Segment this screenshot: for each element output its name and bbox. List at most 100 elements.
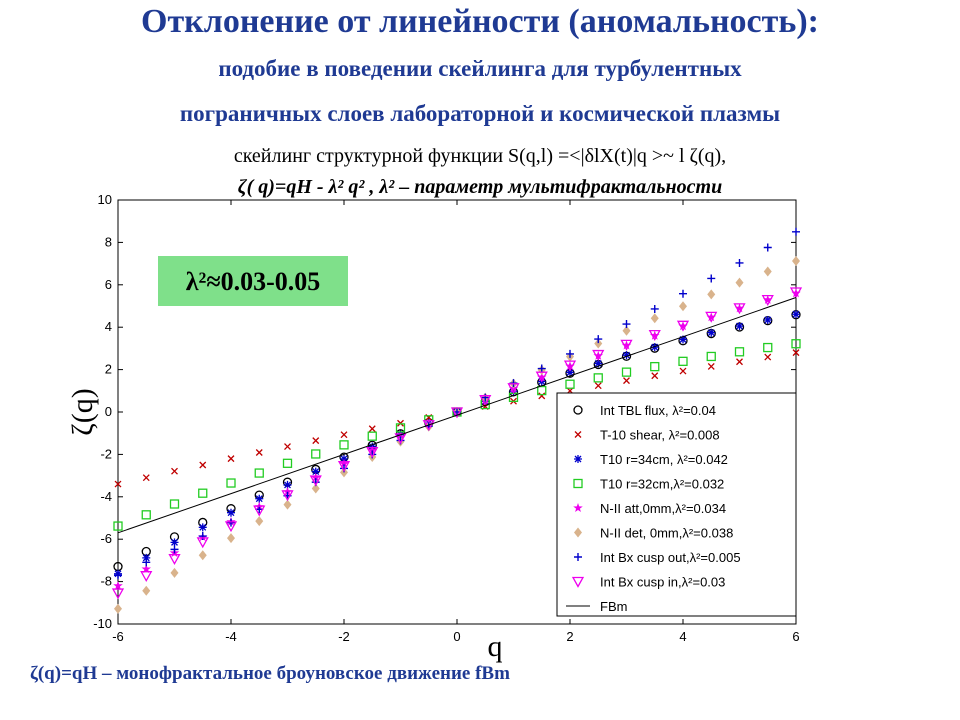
marker-star	[339, 458, 349, 468]
x-tick-label: 4	[679, 629, 686, 644]
marker-triangle	[648, 329, 661, 341]
marker-asterisk	[707, 328, 716, 337]
marker-plus	[679, 289, 687, 298]
marker-star	[573, 503, 583, 513]
marker-square	[537, 385, 547, 396]
y-tick-label: 4	[105, 319, 112, 334]
marker-diamond	[114, 603, 122, 614]
marker-diamond	[340, 467, 348, 478]
footnote: ζ(q)=qH – монофрактальное броуновское дв…	[30, 663, 510, 684]
marker-square	[791, 339, 801, 349]
marker-square	[734, 347, 745, 357]
marker-x	[792, 349, 800, 357]
marker-x	[368, 425, 376, 433]
marker-plus	[594, 335, 603, 344]
legend-label: T-10 shear, λ²=0.008	[600, 428, 720, 443]
marker-plus	[227, 518, 235, 527]
marker-x	[538, 392, 546, 400]
marker-triangle	[366, 446, 379, 458]
legend-label: Int Bx cusp out,λ²=0.005	[600, 550, 741, 565]
marker-x	[574, 431, 582, 438]
marker-star	[621, 340, 632, 350]
marker-plus	[114, 571, 122, 580]
formula: скейлинг структурной функции S(q,l) =<|δ…	[234, 145, 726, 167]
legend-label: T10 r=34cm, λ²=0.042	[600, 452, 728, 467]
marker-triangle	[761, 294, 774, 306]
slide-title: Отклонение от линейности (аномальность):	[141, 3, 819, 40]
marker-diamond	[198, 550, 207, 561]
marker-star	[141, 564, 152, 574]
marker-square	[339, 440, 349, 450]
plot-area: -6 -4 -2 0 2 4 6 -10 -8 -6 -4 -2 0 2 4 6 8 10	[93, 192, 803, 644]
marker-diamond	[594, 338, 603, 349]
marker-square	[311, 449, 321, 459]
marker-asterisk	[594, 359, 603, 368]
marker-square	[282, 458, 293, 468]
y-tick-label: 6	[105, 277, 112, 292]
marker-diamond	[255, 516, 264, 527]
marker-triangle	[168, 554, 181, 566]
marker-diamond	[763, 266, 772, 277]
y-tick-label: -10	[93, 616, 112, 631]
subtitle: пограничных слоев лабораторной и космиче…	[180, 101, 780, 126]
marker-square	[763, 342, 773, 353]
marker-square	[367, 431, 377, 441]
legend-label: T10 r=32cm,λ²=0.032	[600, 477, 724, 492]
legend: Int TBL flux, λ²=0.04 T-10 shear, λ²=0.00…	[566, 403, 741, 614]
marker-diamond	[311, 483, 320, 494]
marker-x	[312, 437, 320, 445]
marker-star	[791, 288, 801, 298]
legend-label: Int Bx cusp in,λ²=0.03	[600, 575, 725, 590]
marker-plus	[622, 320, 631, 329]
marker-square	[198, 488, 208, 498]
x-tick-label: 0	[453, 629, 460, 644]
marker-asterisk	[792, 310, 800, 319]
marker-triangle	[705, 311, 718, 323]
marker-plus	[142, 558, 151, 567]
marker-triangle	[733, 303, 746, 315]
marker-diamond	[227, 533, 235, 544]
y-tick-label: -4	[100, 489, 112, 504]
marker-diamond	[707, 289, 716, 300]
marker-diamond	[679, 301, 687, 312]
y-tick-label: 0	[105, 404, 112, 419]
marker-square	[254, 468, 264, 478]
marker-square	[395, 423, 406, 433]
marker-triangle	[196, 537, 209, 549]
marker-asterisk	[255, 494, 264, 503]
marker-star	[649, 330, 660, 340]
marker-plus	[792, 227, 800, 236]
marker-x	[227, 455, 235, 463]
marker-x	[707, 362, 715, 370]
marker-x	[255, 449, 263, 456]
marker-circle	[573, 405, 583, 415]
marker-triangle	[224, 521, 238, 533]
marker-triangle	[111, 588, 125, 600]
marker-plus	[170, 545, 179, 554]
marker-triangle	[309, 475, 322, 487]
marker-asterisk	[198, 523, 207, 532]
marker-diamond	[283, 499, 292, 510]
marker-x	[623, 377, 630, 385]
marker-plus	[537, 364, 546, 373]
y-tick-label: -8	[100, 574, 112, 589]
marker-triangle	[140, 571, 153, 583]
marker-square	[650, 361, 660, 372]
x-tick-label: 6	[792, 629, 799, 644]
marker-x	[284, 443, 291, 451]
marker-star	[593, 350, 604, 360]
x-tick-label: 2	[566, 629, 573, 644]
y-tick-label: -2	[100, 446, 112, 461]
marker-plus	[566, 349, 574, 358]
marker-asterisk	[311, 467, 320, 476]
subtitle: подобие в поведении скейлинга для турбул…	[218, 56, 742, 81]
marker-triangle	[281, 490, 294, 502]
marker-triangle	[676, 320, 690, 332]
marker-triangle	[592, 349, 605, 361]
marker-plus	[509, 379, 518, 388]
marker-square	[169, 499, 180, 509]
marker-diamond	[650, 313, 659, 324]
marker-star	[678, 321, 688, 331]
